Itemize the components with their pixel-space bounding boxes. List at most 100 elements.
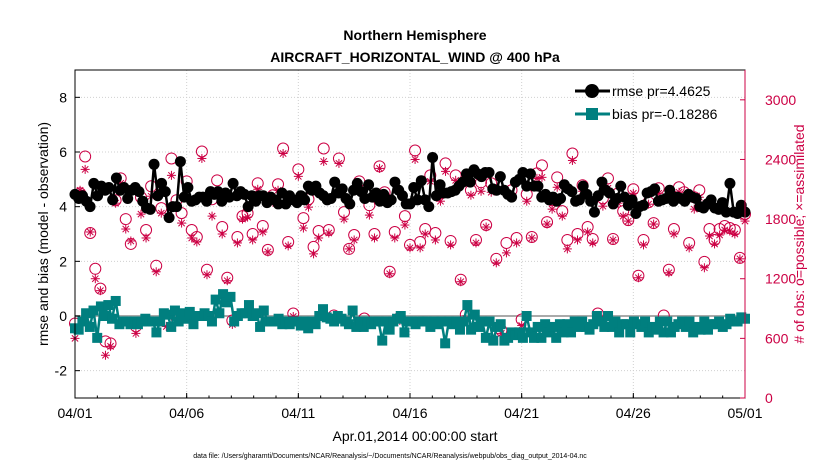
y-axis-label-left: rmse and bias (model - observation) bbox=[35, 122, 51, 346]
assimilated-obs-point bbox=[588, 238, 598, 248]
bias-point bbox=[684, 316, 695, 327]
assimilated-obs-point bbox=[400, 220, 410, 230]
rmse-point bbox=[299, 194, 311, 206]
bias-point bbox=[540, 319, 551, 330]
legend-bias-marker bbox=[586, 108, 598, 120]
assimilated-obs-point bbox=[430, 235, 440, 245]
assimilated-obs-point bbox=[369, 233, 379, 243]
rmse-point bbox=[423, 201, 435, 213]
bias-point bbox=[606, 321, 617, 332]
rmse-point bbox=[144, 203, 156, 215]
rmse-point bbox=[690, 192, 702, 204]
bias-point bbox=[588, 319, 599, 330]
bias-point bbox=[162, 309, 173, 320]
possible-obs-point bbox=[84, 227, 97, 240]
rmse-point bbox=[133, 186, 145, 198]
bias-point bbox=[110, 295, 121, 306]
bias-point bbox=[614, 327, 625, 338]
bias-point bbox=[462, 300, 473, 311]
bias-point bbox=[318, 304, 329, 315]
y-right-tick-label: 0 bbox=[765, 390, 773, 406]
rmse-point bbox=[174, 156, 186, 168]
assimilated-obs-point bbox=[166, 170, 176, 180]
bias-point bbox=[514, 327, 525, 338]
bias-point bbox=[188, 319, 199, 330]
bias-point bbox=[532, 321, 543, 332]
rmse-point bbox=[415, 175, 427, 187]
rmse-point bbox=[483, 167, 495, 178]
bias-point bbox=[103, 300, 114, 311]
rmse-point bbox=[626, 194, 638, 206]
rmse-point bbox=[649, 183, 661, 195]
bias-point bbox=[454, 324, 465, 335]
bias-point bbox=[702, 324, 713, 335]
bias-point bbox=[721, 319, 732, 330]
rmse-point bbox=[596, 176, 608, 188]
rmse-point bbox=[396, 190, 408, 202]
rmse-point bbox=[434, 179, 446, 191]
bias-point bbox=[151, 327, 162, 338]
bias-point bbox=[347, 305, 358, 316]
bias-point bbox=[577, 316, 588, 327]
rmse-point bbox=[555, 192, 567, 204]
assimilated-obs-point bbox=[177, 218, 187, 228]
rmse-point bbox=[491, 184, 503, 196]
bias-point bbox=[95, 301, 106, 312]
x-axis-label: Apr.01,2014 00:00:00 start bbox=[332, 428, 497, 444]
assimilated-obs-point bbox=[562, 244, 572, 254]
assimilated-obs-point bbox=[567, 155, 577, 165]
assimilated-obs-point bbox=[420, 229, 430, 239]
assimilated-obs-point bbox=[85, 227, 95, 237]
assimilated-obs-point bbox=[512, 238, 522, 248]
assimilated-obs-point bbox=[573, 235, 582, 245]
possible-obs-point bbox=[211, 174, 224, 187]
rmse-point bbox=[637, 199, 649, 211]
assimilated-obs-point bbox=[334, 158, 344, 168]
possible-obs-point bbox=[317, 142, 330, 155]
rmse-point bbox=[521, 180, 533, 192]
bias-point bbox=[88, 305, 99, 316]
legend-rmse-label: rmse pr=4.4625 bbox=[612, 83, 711, 99]
bias-point bbox=[314, 311, 325, 321]
bias-point bbox=[569, 316, 580, 327]
bias-point bbox=[643, 327, 654, 338]
y-tick-label: 0 bbox=[59, 308, 67, 324]
bias-point bbox=[473, 321, 484, 332]
bias-point bbox=[621, 319, 632, 330]
bias-point bbox=[166, 321, 177, 332]
chart-subtitle: AIRCRAFT_HORIZONTAL_WIND @ 400 hPa bbox=[270, 49, 560, 65]
bias-point bbox=[99, 311, 110, 321]
bias-point bbox=[688, 327, 699, 338]
x-tick-label: 04/16 bbox=[392, 405, 427, 421]
assimilated-obs-point bbox=[324, 228, 334, 238]
bias-point bbox=[677, 316, 688, 327]
assimilated-obs-point bbox=[710, 239, 720, 249]
chart-title: Northern Hemisphere bbox=[343, 27, 486, 43]
rmse-point bbox=[110, 172, 122, 184]
bias-point bbox=[558, 327, 569, 338]
bias-point bbox=[181, 313, 192, 324]
assimilated-obs-point bbox=[293, 171, 303, 181]
bias-point bbox=[551, 332, 562, 343]
possible-obs-point bbox=[525, 230, 538, 243]
assimilated-obs-point bbox=[375, 163, 385, 173]
bias-point bbox=[521, 311, 532, 321]
assimilated-obs-point bbox=[90, 274, 100, 284]
y-tick-label: 6 bbox=[59, 144, 67, 160]
y-right-tick-label: 2400 bbox=[765, 151, 796, 167]
bias-point bbox=[399, 327, 410, 338]
possible-obs-point bbox=[343, 242, 356, 255]
bias-point bbox=[636, 321, 647, 332]
assimilated-obs-point bbox=[684, 243, 694, 253]
rmse-point bbox=[163, 212, 175, 224]
bias-point bbox=[184, 306, 195, 317]
assimilated-obs-point bbox=[385, 269, 395, 279]
bias-point bbox=[251, 308, 262, 319]
x-axis: 04/01 04/06 04/11 04/16 04/21 04/26 05/01 bbox=[57, 393, 763, 421]
legend-bias-label: bias pr=-0.18286 bbox=[612, 106, 718, 122]
bias-point bbox=[480, 332, 491, 343]
bias-point bbox=[377, 335, 388, 346]
bias-point bbox=[343, 319, 354, 330]
bias-point bbox=[329, 316, 340, 327]
